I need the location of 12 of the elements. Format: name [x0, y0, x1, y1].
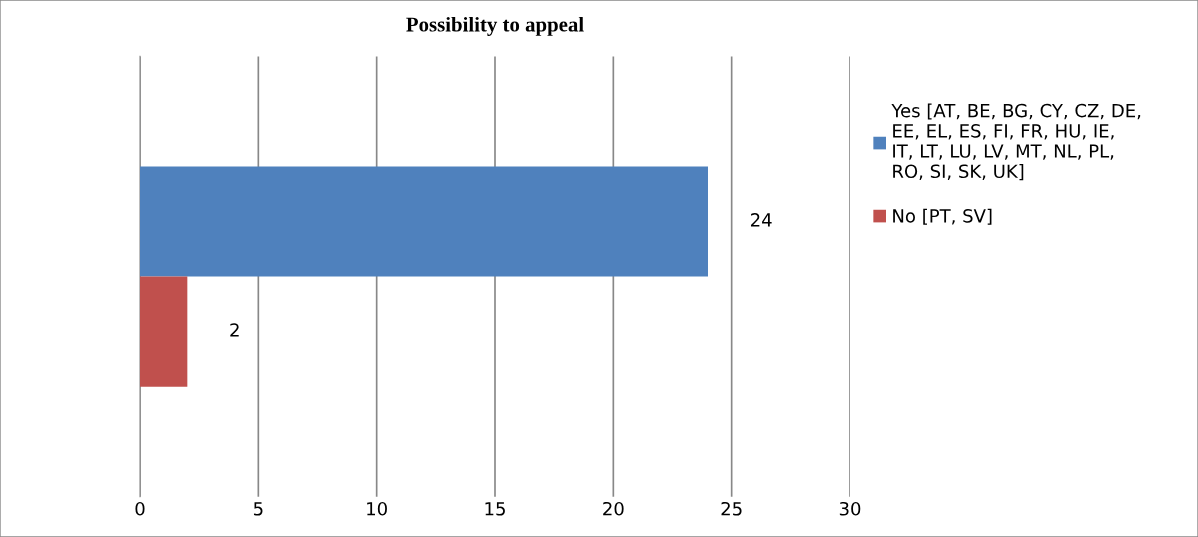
legend-label: Yes [AT, BE, BG, CY, CZ, DE, EE, EL, ES, FI, FR, HU, IE, IT, LT, LU, LV, MT, NL, PL, RO, SI, SK, UK]: [891, 103, 1141, 181]
x-tick-label: 20: [603, 501, 624, 516]
x-tick-label: 15: [485, 502, 505, 516]
data-label: 2: [230, 323, 239, 337]
x-tick-label: 30: [839, 501, 861, 516]
legend-label: No [PT, SV]: [893, 208, 992, 225]
x-tick-label: 5: [253, 502, 263, 516]
x-tick-label: 10: [367, 501, 387, 516]
x-tick-label: 0: [135, 501, 145, 516]
data-label: 24: [750, 213, 772, 227]
chart-title: Possibility to appeal: [406, 16, 584, 36]
x-tick-label: 25: [721, 501, 742, 516]
